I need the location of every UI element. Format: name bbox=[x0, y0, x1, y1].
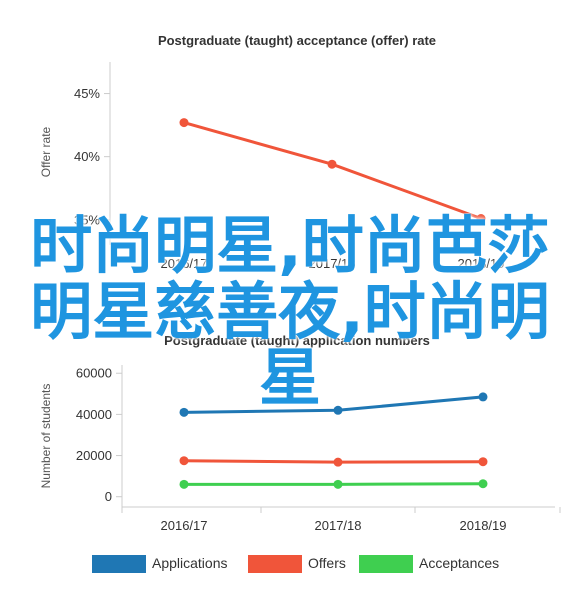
y-tick-label: 0 bbox=[105, 489, 112, 504]
chart1-y-axis-title: Offer rate bbox=[39, 126, 53, 177]
y-tick-label: 20000 bbox=[76, 448, 112, 463]
data-point[interactable] bbox=[179, 479, 189, 489]
overlay-text-line-3: 星 bbox=[258, 345, 321, 411]
x-tick-label: 2017/18 bbox=[309, 256, 356, 271]
data-point[interactable] bbox=[333, 457, 343, 467]
legend-label[interactable]: Applications bbox=[152, 555, 228, 571]
data-point[interactable] bbox=[478, 457, 488, 467]
data-point[interactable] bbox=[476, 213, 486, 223]
data-point[interactable] bbox=[327, 159, 337, 169]
data-point[interactable] bbox=[179, 456, 189, 466]
legend-label[interactable]: Offers bbox=[308, 555, 346, 571]
data-point[interactable] bbox=[179, 407, 189, 417]
y-tick-label: 45% bbox=[74, 86, 100, 101]
x-tick-label: 2018/19 bbox=[458, 256, 505, 271]
series-line bbox=[184, 482, 484, 486]
y-tick-label: 40000 bbox=[76, 407, 112, 422]
data-point[interactable] bbox=[478, 479, 488, 489]
x-tick-label: 2016/17 bbox=[161, 256, 208, 271]
legend-swatch[interactable] bbox=[359, 555, 413, 573]
data-point[interactable] bbox=[333, 405, 343, 415]
series-line bbox=[183, 459, 484, 464]
data-point[interactable] bbox=[333, 479, 343, 489]
y-tick-label: 40% bbox=[74, 149, 100, 164]
legend-swatch[interactable] bbox=[248, 555, 302, 573]
data-point[interactable] bbox=[179, 118, 189, 128]
chart2-title: Postgraduate (taught) application number… bbox=[164, 333, 430, 348]
x-tick-label: 2017/18 bbox=[315, 518, 362, 533]
series-line bbox=[183, 121, 482, 220]
x-tick-label: 2016/17 bbox=[161, 518, 208, 533]
y-tick-label: 60000 bbox=[76, 366, 112, 381]
x-tick-label: 2018/19 bbox=[460, 518, 507, 533]
legend-label[interactable]: Acceptances bbox=[419, 555, 499, 571]
chart1-title: Postgraduate (taught) acceptance (offer)… bbox=[158, 33, 436, 48]
data-point[interactable] bbox=[478, 392, 488, 402]
y-tick-label: 35% bbox=[74, 212, 100, 227]
overlay-text-line-1: 时尚明星,时尚芭莎 bbox=[30, 213, 550, 279]
overlay-text-line-2: 明星慈善夜,时尚明 bbox=[30, 279, 550, 345]
chart2-y-axis-title: Number of students bbox=[39, 384, 53, 489]
legend-swatch[interactable] bbox=[92, 555, 146, 573]
